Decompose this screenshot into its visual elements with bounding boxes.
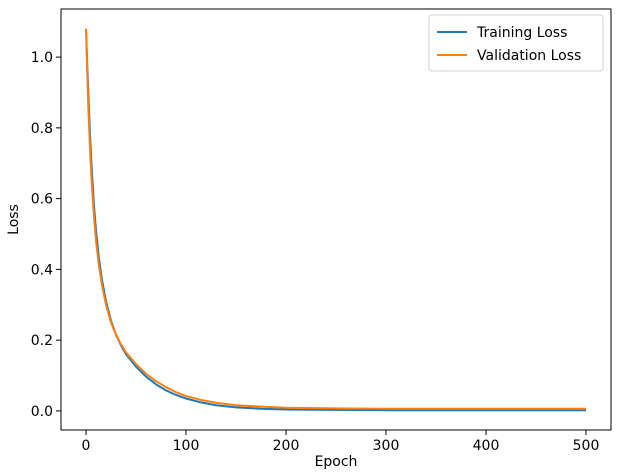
x-axis-label: Epoch [315,454,358,470]
legend-box [428,14,604,72]
x-tick-label: 100 [173,438,200,454]
x-tick-label: 500 [573,438,600,454]
x-tick-label: 200 [273,438,300,454]
legend-label-validation: Validation Loss [477,48,581,64]
series-line-validation [85,28,586,410]
y-tick-label: 0.8 [31,121,53,137]
axes-frame [60,8,612,431]
x-tick-label: 0 [82,438,91,454]
y-tick-label: 1.0 [31,50,53,66]
legend: Training Loss Validation Loss [428,14,604,72]
y-tick-label: 0.0 [31,404,53,420]
y-axis-ticks: 0.0 0.2 0.4 0.6 0.8 1.0 [31,50,61,420]
y-tick-label: 0.4 [31,262,53,278]
series-lines [85,28,586,412]
y-axis-label: Loss [6,204,22,235]
x-tick-label: 300 [373,438,400,454]
series-line-training [85,28,586,412]
x-tick-label: 400 [473,438,500,454]
y-tick-label: 0.2 [31,333,53,349]
x-axis-ticks: 0 100 200 300 400 500 [82,430,600,454]
y-tick-label: 0.6 [31,192,53,208]
legend-label-training: Training Loss [476,25,567,41]
